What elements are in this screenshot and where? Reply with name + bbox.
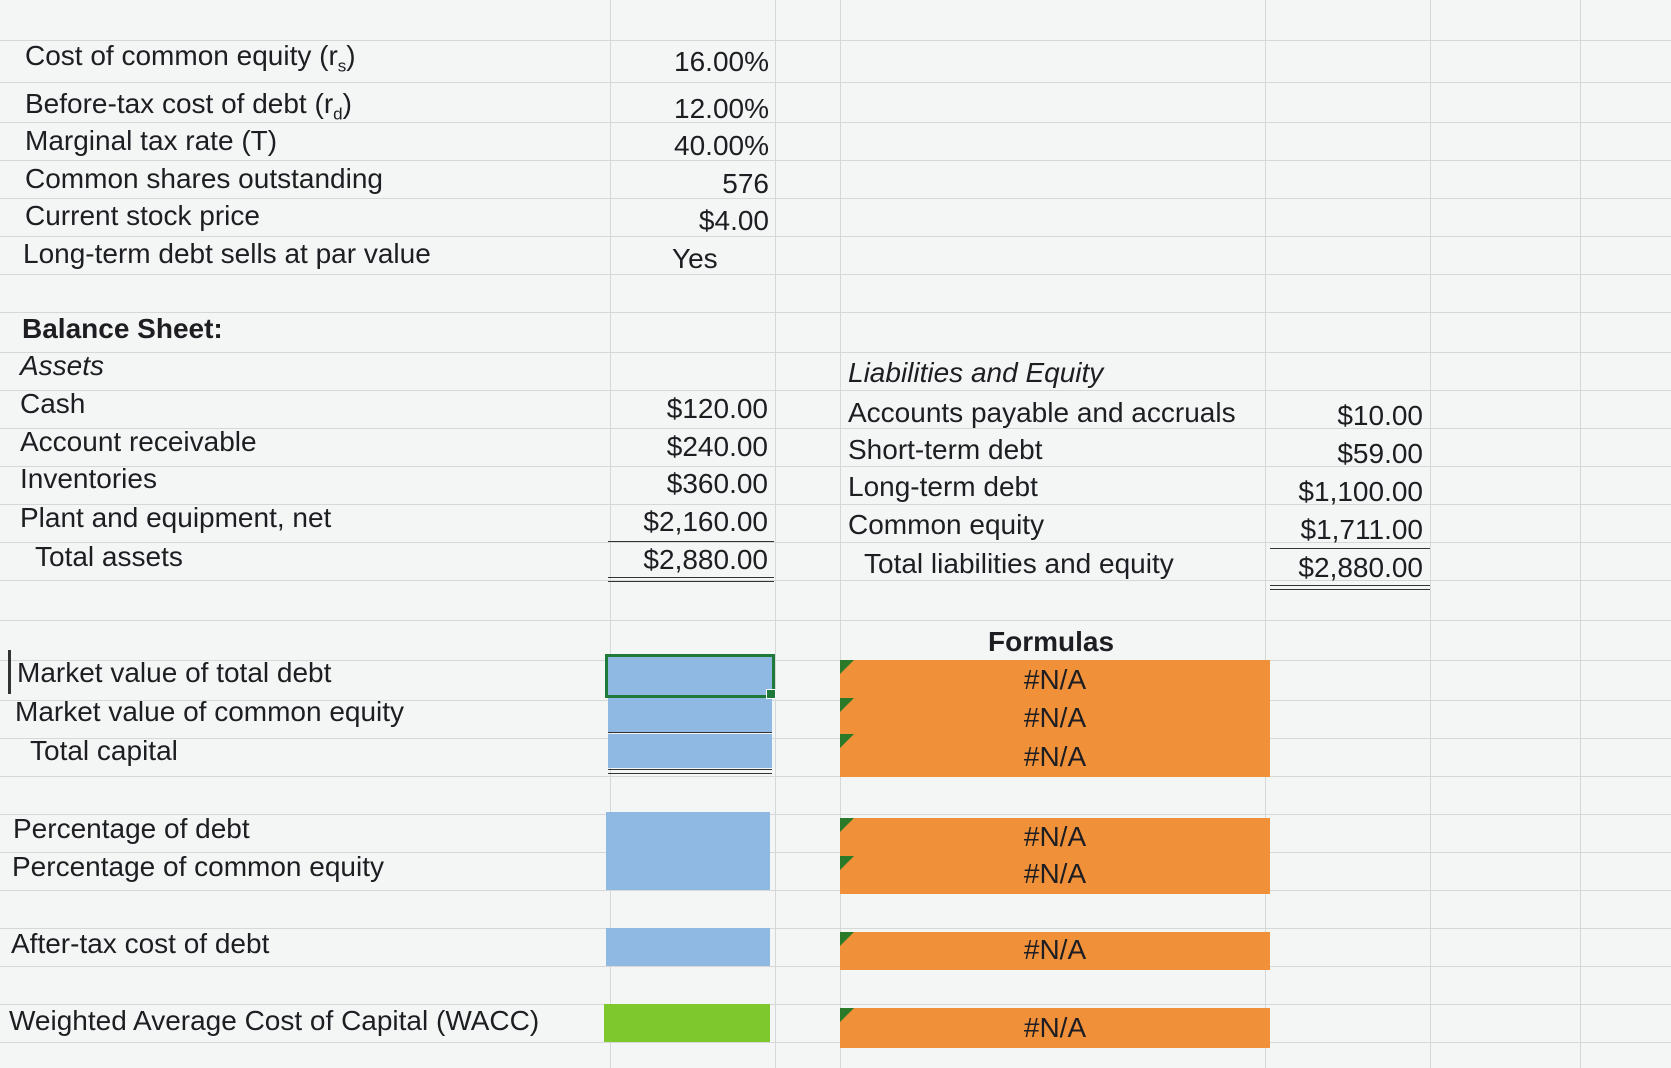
calc-label-mv-equity[interactable]: Market value of common equity [15, 696, 405, 727]
asset-value-plant[interactable]: $2,160.00 [643, 506, 768, 537]
formula-block-percentages [840, 818, 1270, 894]
input-value-debt-at-par[interactable]: Yes [672, 243, 718, 274]
liab-value-common-equity[interactable]: $1,711.00 [1300, 514, 1424, 545]
input-cell-wacc[interactable] [604, 1004, 770, 1042]
liab-subtotal-rule [1270, 548, 1430, 549]
liab-value-short-term-debt[interactable]: $59.00 [1337, 438, 1423, 469]
error-flag-icon[interactable] [840, 660, 854, 674]
calc-label-total-capital[interactable]: Total capital [30, 735, 178, 766]
error-flag-icon[interactable] [840, 856, 854, 870]
input-cell-percentages[interactable] [606, 812, 770, 890]
input-label-cost-of-equity[interactable]: Cost of common equity (rs) [25, 40, 356, 76]
liab-value-long-term-debt[interactable]: $1,100.00 [1298, 476, 1423, 507]
asset-value-cash[interactable]: $120.00 [666, 393, 768, 424]
formulas-heading[interactable]: Formulas [988, 626, 1115, 657]
asset-label-receivable[interactable]: Account receivable [20, 426, 257, 457]
input-label-debt-at-par[interactable]: Long-term debt sells at par value [23, 238, 431, 269]
total-liab-label[interactable]: Total liabilities and equity [864, 548, 1174, 579]
input-cell-after-tax-debt[interactable] [606, 928, 770, 966]
capital-total-rule-2 [608, 773, 772, 774]
input-label-shares-outstanding[interactable]: Common shares outstanding [25, 163, 383, 194]
asset-value-inventories[interactable]: $360.00 [666, 468, 768, 499]
input-label-before-tax-cost-of-debt[interactable]: Before-tax cost of debt (rd) [25, 88, 352, 124]
calc-label-pct-debt[interactable]: Percentage of debt [13, 813, 250, 844]
formula-block-wacc [840, 1008, 1270, 1048]
capital-subtotal-rule [608, 732, 772, 733]
fill-handle[interactable] [766, 689, 776, 699]
input-label-tax-rate[interactable]: Marginal tax rate (T) [25, 125, 278, 156]
error-flag-icon[interactable] [840, 698, 854, 712]
input-label-stock-price[interactable]: Current stock price [25, 200, 260, 231]
asset-label-plant[interactable]: Plant and equipment, net [20, 502, 332, 533]
input-value-stock-price[interactable]: $4.00 [698, 205, 769, 236]
assets-subtotal-rule [608, 541, 774, 542]
calc-label-mv-debt[interactable]: Market value of total debt [17, 657, 332, 688]
error-flag-icon[interactable] [840, 1008, 854, 1022]
error-flag-icon[interactable] [840, 818, 854, 832]
total-liab-value[interactable]: $2,880.00 [1298, 552, 1423, 583]
input-value-tax-rate[interactable]: 40.00% [674, 130, 769, 161]
asset-label-inventories[interactable]: Inventories [20, 463, 157, 494]
total-assets-value[interactable]: $2,880.00 [643, 544, 768, 575]
total-assets-label[interactable]: Total assets [35, 541, 183, 572]
liab-label-payables[interactable]: Accounts payable and accruals [848, 397, 1236, 428]
liab-label-long-term-debt[interactable]: Long-term debt [848, 471, 1038, 502]
liab-label-short-term-debt[interactable]: Short-term debt [848, 434, 1043, 465]
liab-value-payables[interactable]: $10.00 [1337, 400, 1423, 431]
input-cell-mv-debt[interactable] [608, 656, 772, 696]
input-value-cost-of-equity[interactable]: 16.00% [674, 46, 769, 77]
calc-label-wacc[interactable]: Weighted Average Cost of Capital (WACC) [9, 1005, 540, 1036]
calc-label-after-tax-debt[interactable]: After-tax cost of debt [11, 928, 270, 959]
formula-result-mv-equity[interactable]: #N/A [1023, 702, 1087, 733]
formula-result-after-tax-debt[interactable]: #N/A [1023, 934, 1087, 965]
formula-result-pct-debt[interactable]: #N/A [1023, 821, 1087, 852]
asset-label-cash[interactable]: Cash [20, 388, 86, 419]
input-cell-mv-equity[interactable] [608, 698, 772, 732]
formula-result-pct-equity[interactable]: #N/A [1023, 858, 1087, 889]
assets-total-rule [608, 577, 774, 578]
input-value-shares-outstanding[interactable]: 576 [722, 168, 769, 199]
error-flag-icon[interactable] [840, 932, 854, 946]
assets-heading[interactable]: Assets [20, 350, 105, 381]
calc-label-pct-equity[interactable]: Percentage of common equity [12, 851, 384, 882]
liab-total-rule-2 [1270, 589, 1430, 590]
balance-sheet-title[interactable]: Balance Sheet: [22, 313, 223, 344]
liab-label-common-equity[interactable]: Common equity [848, 509, 1045, 540]
input-value-before-tax-cost-of-debt[interactable]: 12.00% [674, 93, 769, 124]
formula-block-after-tax-debt [840, 932, 1270, 970]
selected-cell-outline[interactable] [605, 654, 775, 698]
asset-value-receivable[interactable]: $240.00 [666, 431, 768, 462]
formula-block-capital [840, 660, 1270, 777]
cell-cursor-bar [8, 650, 11, 694]
formula-result-mv-debt[interactable]: #N/A [1023, 664, 1087, 695]
formula-result-wacc[interactable]: #N/A [1023, 1012, 1087, 1043]
input-cell-total-capital[interactable] [608, 734, 772, 768]
liab-total-rule [1270, 585, 1430, 586]
capital-total-rule [608, 769, 772, 770]
formula-result-total-capital[interactable]: #N/A [1023, 741, 1087, 772]
error-flag-icon[interactable] [840, 734, 854, 748]
assets-total-rule-2 [608, 581, 774, 582]
liabilities-heading[interactable]: Liabilities and Equity [848, 357, 1104, 388]
